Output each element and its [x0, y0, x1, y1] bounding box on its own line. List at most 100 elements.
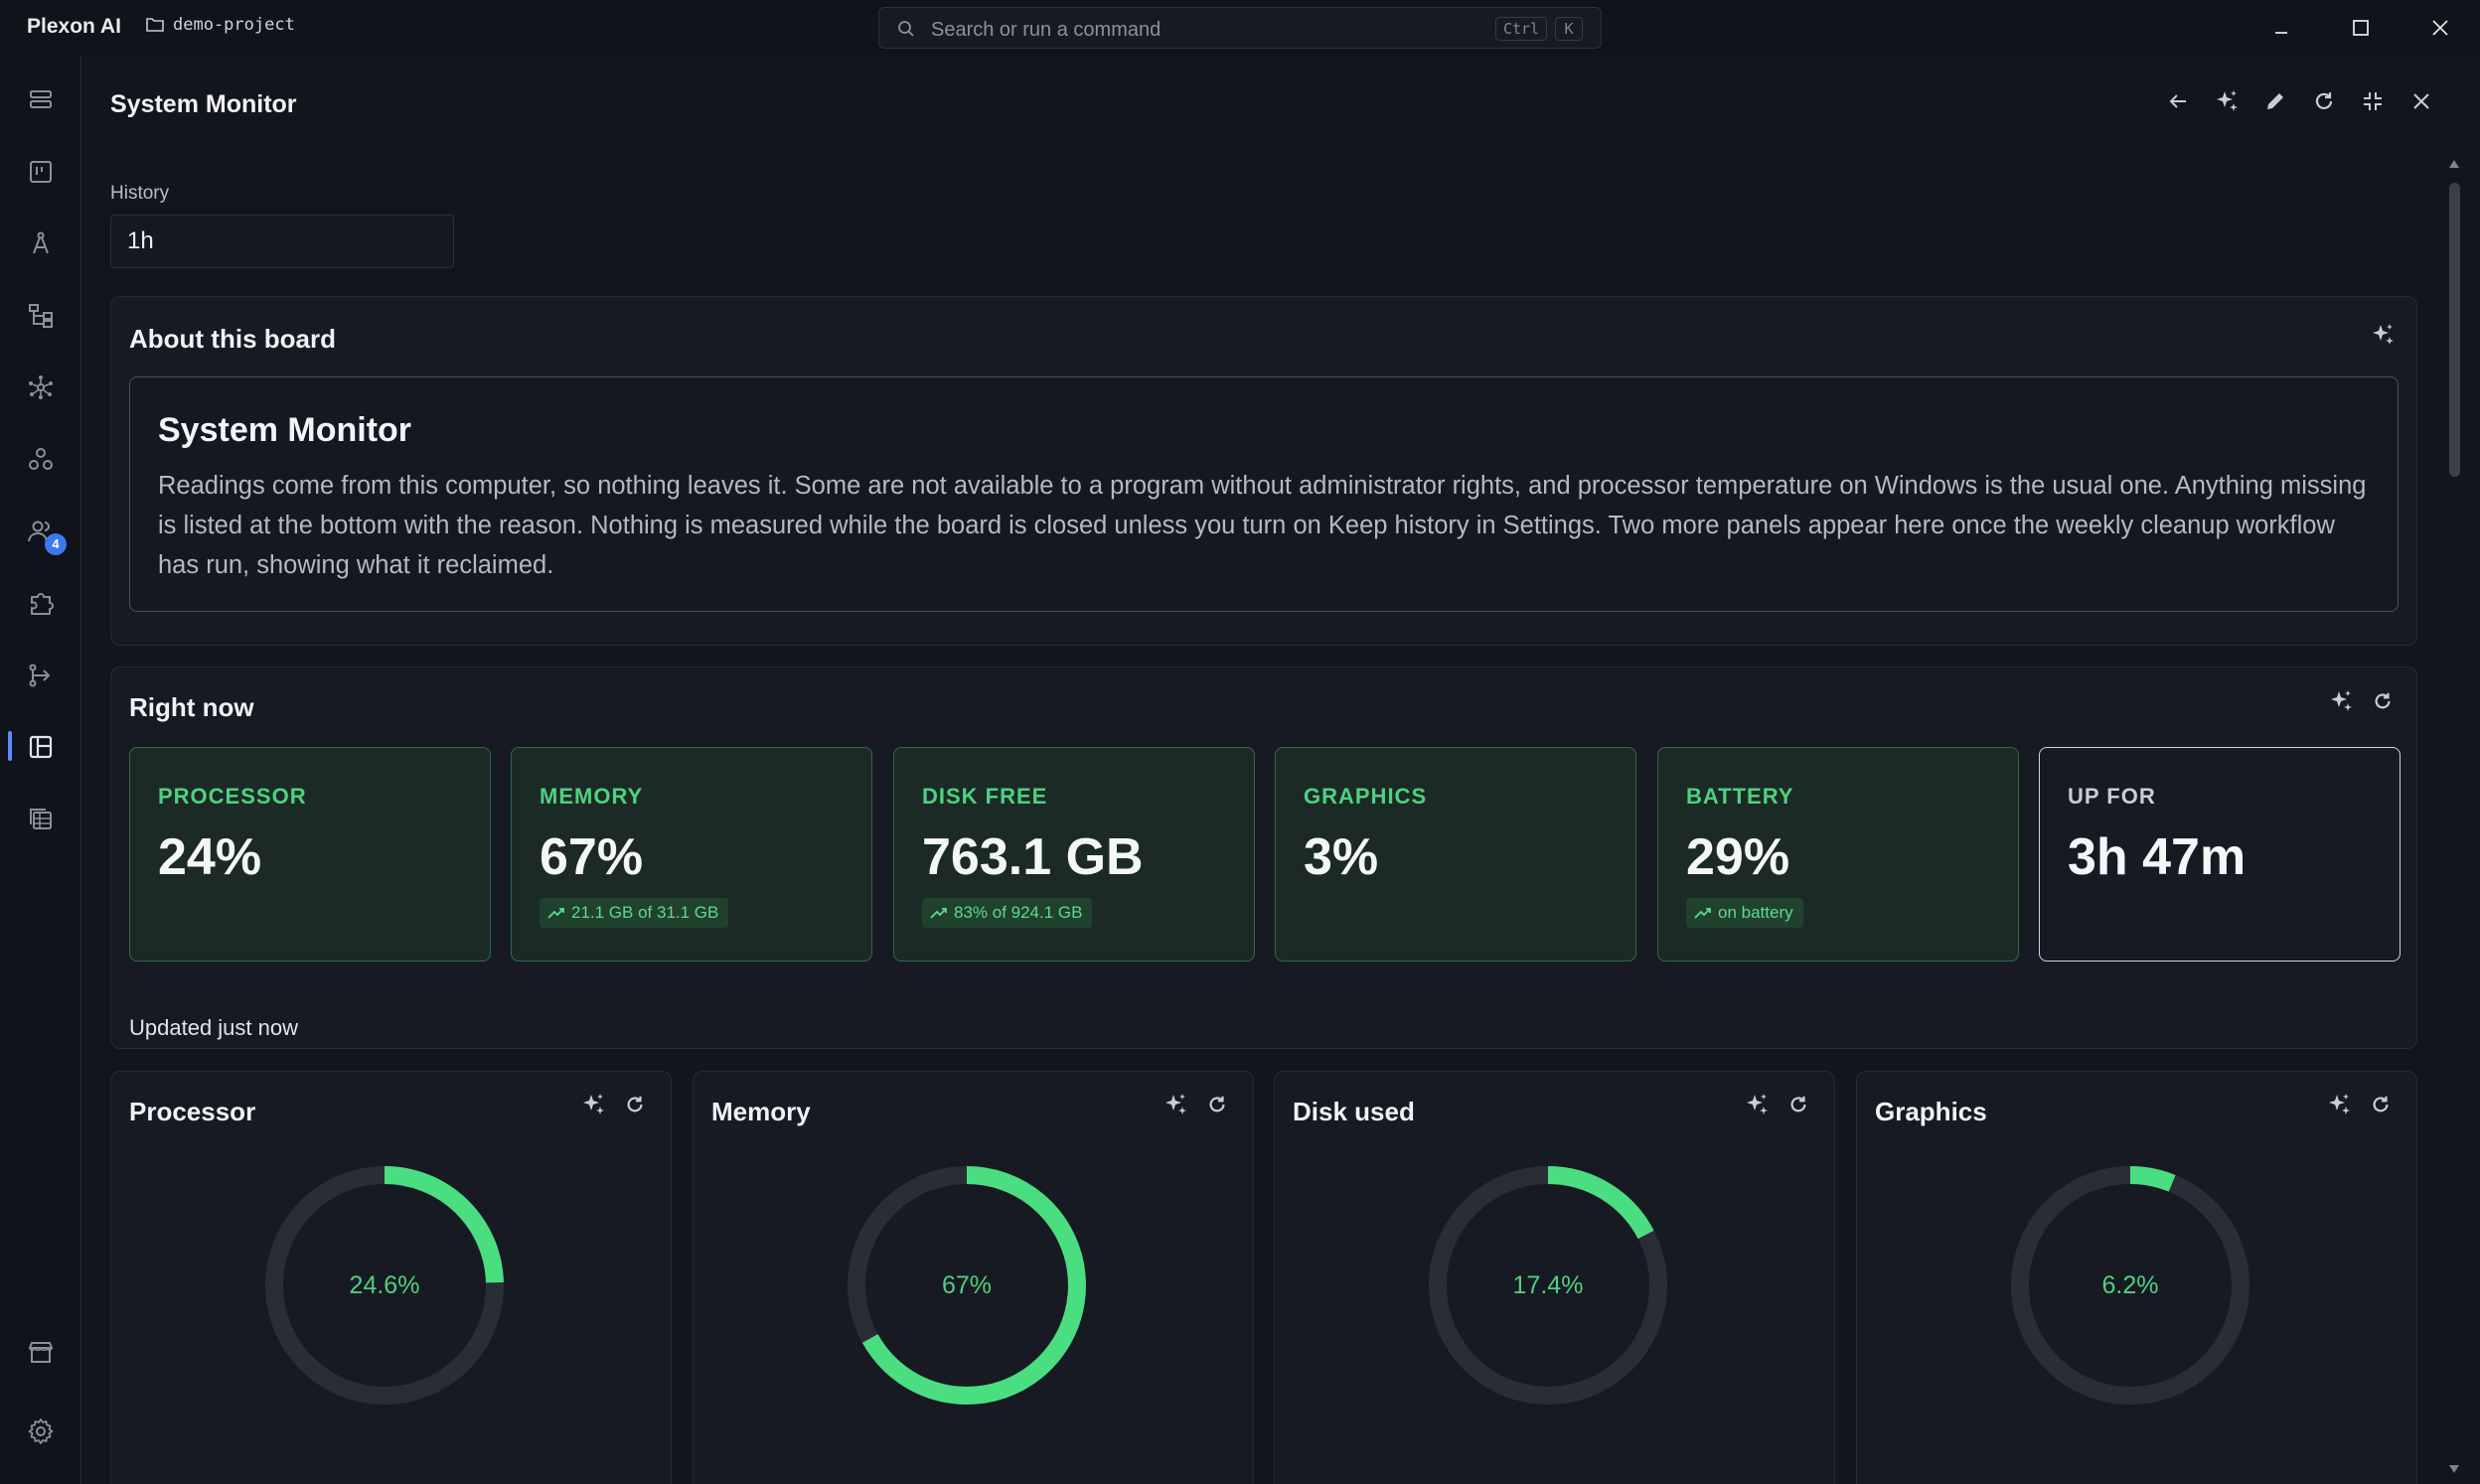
kanban-icon[interactable] [21, 152, 61, 192]
updated-status: Updated just now [129, 1015, 298, 1040]
refresh-button[interactable] [2308, 85, 2340, 117]
gauge-ai-button[interactable] [2323, 1089, 2355, 1120]
left-rail: 4 [0, 56, 81, 1484]
trend-up-icon [547, 908, 564, 919]
sparkle-icon [2373, 324, 2394, 345]
right-now-refresh-button[interactable] [2367, 685, 2399, 717]
stat-card-uptime: UP FOR 3h 47m [2039, 747, 2401, 962]
project-name: demo-project [173, 15, 295, 35]
gauge-ai-button[interactable] [1741, 1089, 1773, 1120]
right-now-ai-button[interactable] [2325, 685, 2357, 717]
sparkle-icon [2331, 690, 2352, 711]
donut-gauge [2011, 1166, 2249, 1405]
shortcut-ctrl: Ctrl [1495, 17, 1547, 41]
stat-chip-text: on battery [1718, 903, 1793, 922]
arrow-left-icon [2169, 94, 2186, 108]
app-name: Plexon AI [27, 15, 121, 38]
puzzle-icon[interactable] [21, 583, 61, 623]
edit-button[interactable] [2259, 85, 2291, 117]
sparkle-icon [1747, 1094, 1768, 1114]
stat-chip-text: 83% of 924.1 GB [954, 903, 1083, 922]
stat-label: BATTERY [1686, 784, 1794, 809]
ai-sparkle-button[interactable] [2211, 85, 2243, 117]
collapse-icon [2364, 92, 2382, 110]
users-icon[interactable]: 4 [21, 512, 67, 555]
collapse-button[interactable] [2357, 85, 2389, 117]
dashboard-icon[interactable] [21, 727, 61, 767]
gauge-ai-button[interactable] [577, 1089, 609, 1120]
main-scrollbar[interactable] [2444, 155, 2464, 1484]
minimize-button[interactable] [2265, 12, 2297, 44]
gauge-value: 67% [941, 1270, 993, 1299]
circles-icon[interactable] [21, 439, 61, 479]
gauge-value: 17.4% [1512, 1270, 1584, 1299]
trend-up-icon [1694, 908, 1711, 919]
history-input[interactable] [110, 215, 454, 268]
stat-label: MEMORY [540, 784, 644, 809]
stat-value: 67% [540, 828, 644, 886]
stat-value: 763.1 GB [922, 828, 1144, 886]
gauge-panel-disk-used: Disk used 17.4% [1274, 1071, 1835, 1484]
command-search[interactable]: Search or run a command Ctrl K [878, 7, 1602, 49]
trend-up-icon [930, 908, 947, 919]
scroll-up-arrow-icon[interactable] [2448, 159, 2460, 169]
stat-card-graphics: GRAPHICS 3% [1275, 747, 1636, 962]
gauge-panel-graphics: Graphics 6.2% [1856, 1071, 2417, 1484]
stat-value: 24% [158, 828, 262, 886]
stat-label: PROCESSOR [158, 784, 307, 809]
gear-icon[interactable] [21, 1411, 61, 1451]
stat-card-processor: PROCESSOR 24% [129, 747, 491, 962]
gauge-ai-button[interactable] [1160, 1089, 1191, 1120]
refresh-icon [2315, 92, 2333, 109]
store-icon[interactable] [21, 1333, 61, 1373]
stat-label: UP FOR [2068, 784, 2156, 809]
compass-icon[interactable] [21, 223, 61, 263]
gauge-value: 6.2% [2101, 1270, 2159, 1299]
scroll-down-arrow-icon[interactable] [2448, 1464, 2460, 1474]
about-body: Readings come from this computer, so not… [158, 472, 2367, 579]
right-now-panel: Right now PROCESSOR 24% MEMORY 67% 21.1 … [110, 667, 2417, 1049]
branch-icon[interactable] [21, 656, 61, 695]
donut-gauge [1429, 1166, 1667, 1405]
close-window-button[interactable] [2424, 12, 2456, 44]
close-board-button[interactable] [2405, 85, 2437, 117]
stat-card-memory: MEMORY 67% 21.1 GB of 31.1 GB [511, 747, 872, 962]
gauge-arc [2129, 1166, 2176, 1192]
gauge-refresh-button[interactable] [619, 1089, 651, 1120]
table-icon[interactable] [21, 800, 61, 839]
stat-value: 3h 47m [2068, 828, 2247, 886]
about-ai-button[interactable] [2367, 319, 2399, 351]
gauge-refresh-button[interactable] [1201, 1089, 1233, 1120]
gauge-refresh-button[interactable] [2365, 1089, 2397, 1120]
stat-chip-text: 21.1 GB of 31.1 GB [571, 903, 719, 922]
gauge-title: Memory [711, 1097, 811, 1126]
hierarchy-icon[interactable] [21, 295, 61, 335]
history-label: History [110, 183, 170, 204]
maximize-icon [2353, 20, 2369, 36]
refresh-icon [1790, 1096, 1806, 1113]
stat-chip: 83% of 924.1 GB [922, 898, 1093, 928]
maximize-button[interactable] [2345, 12, 2377, 44]
refresh-icon [2375, 692, 2391, 709]
gauge-panel-memory: Memory 67% [693, 1071, 1254, 1484]
search-icon [898, 21, 914, 37]
back-button[interactable] [2162, 85, 2194, 117]
scroll-thumb[interactable] [2449, 183, 2460, 477]
title-bar: Plexon AI demo-project Search or run a c… [0, 0, 2480, 56]
network-icon[interactable] [21, 368, 61, 407]
gauge-title: Graphics [1875, 1097, 1987, 1126]
stat-card-disk-free: DISK FREE 763.1 GB 83% of 924.1 GB [893, 747, 1255, 962]
stat-value: 29% [1686, 828, 1790, 886]
board-list-icon[interactable] [21, 79, 61, 119]
project-selector[interactable]: demo-project [145, 15, 295, 35]
refresh-icon [627, 1096, 643, 1113]
gauge-value: 24.6% [349, 1270, 420, 1299]
gauge-refresh-button[interactable] [1782, 1089, 1814, 1120]
gauge-arc [1547, 1166, 1654, 1240]
folder-icon [146, 18, 164, 32]
shortcut-k: K [1555, 17, 1583, 41]
donut-gauge [265, 1166, 504, 1405]
sparkle-icon [583, 1094, 604, 1114]
sparkle-icon [2329, 1094, 2350, 1114]
page-title: System Monitor [110, 90, 297, 118]
